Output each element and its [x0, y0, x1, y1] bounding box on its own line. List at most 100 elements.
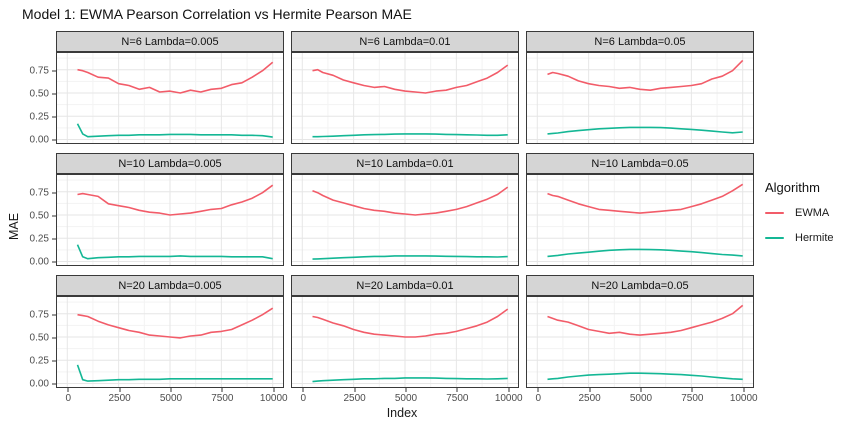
facet-panel: N=10 Lambda=0.005 0.75 0.50 0.25 0.00 — [30, 153, 284, 268]
facet-grid: N=6 Lambda=0.005 0.75 0.50 0.25 0.00 N=6 La… — [30, 31, 758, 404]
facet-panel: N=6 Lambda=0.05 — [526, 31, 754, 144]
x-tick-label: 7500 — [446, 393, 469, 404]
panel-area — [526, 52, 754, 144]
x-tick-label: 0 — [65, 393, 72, 404]
y-tick-mark — [52, 93, 56, 95]
y-tick-mark — [52, 383, 56, 385]
x-tick-mark — [67, 388, 69, 392]
facet-strip-label: N=6 Lambda=0.005 — [121, 35, 219, 48]
series-line-ewma — [547, 183, 744, 214]
x-tick-label: 5000 — [394, 393, 418, 404]
legend-item-label: Hermite — [795, 232, 834, 244]
series-line-hermite — [547, 372, 743, 381]
x-tick-mark — [456, 388, 458, 392]
facet-strip: N=10 Lambda=0.005 — [56, 153, 284, 174]
facet-panel: N=10 Lambda=0.01 — [291, 153, 519, 266]
x-tick-label: 0 — [535, 393, 542, 404]
x-axis-title: Index — [386, 406, 418, 420]
facet-strip: N=10 Lambda=0.05 — [526, 153, 754, 174]
chart-title: Model 1: EWMA Pearson Correlation vs Her… — [22, 6, 412, 22]
x-tick-mark — [640, 388, 642, 392]
x-tick-mark — [221, 388, 223, 392]
y-tick-mark — [52, 116, 56, 118]
series-line-ewma — [312, 186, 509, 216]
series-line-ewma — [77, 61, 274, 94]
facet-strip: N=20 Lambda=0.01 — [291, 275, 519, 296]
x-tick-label: 0 — [300, 393, 307, 404]
panel-area — [526, 174, 754, 266]
x-tick-mark — [691, 388, 693, 392]
facet-strip: N=20 Lambda=0.005 — [56, 275, 284, 296]
y-tick-label: 0.00 — [29, 256, 49, 268]
facet-strip-label: N=6 Lambda=0.01 — [359, 35, 451, 48]
x-tick-label: 2500 — [343, 393, 366, 404]
x-tick-mark — [273, 388, 275, 392]
facet-strip-label: N=20 Lambda=0.01 — [356, 279, 454, 292]
x-tick-mark — [405, 388, 407, 392]
x-tick-mark — [537, 388, 539, 392]
panel-area: 0.75 0.50 0.25 0.00 — [30, 52, 284, 146]
facet-panel: N=20 Lambda=0.05 0 2500 5000 7500 10000 — [526, 275, 758, 404]
legend-item-ewma: EWMA — [765, 207, 834, 219]
x-tick-mark — [743, 388, 745, 392]
facet-strip-label: N=10 Lambda=0.05 — [591, 157, 689, 170]
x-tick-mark — [508, 388, 510, 392]
series-line-ewma — [312, 308, 509, 338]
series-line-hermite — [312, 377, 508, 383]
y-tick-label: 0.50 — [29, 210, 49, 222]
panel-area: 0.75 0.50 0.25 0.00 — [30, 174, 284, 268]
y-tick-label: 0.50 — [29, 88, 49, 100]
series-line-hermite — [547, 126, 743, 135]
y-tick-mark — [52, 337, 56, 339]
x-tick-mark — [589, 388, 591, 392]
facet-strip: N=20 Lambda=0.05 — [526, 275, 754, 296]
facet-panel: N=10 Lambda=0.05 — [526, 153, 754, 266]
series-line-ewma — [547, 304, 744, 336]
facet-strip-label: N=10 Lambda=0.01 — [356, 157, 454, 170]
y-tick-label: 0.00 — [29, 378, 49, 390]
y-tick-mark — [52, 261, 56, 263]
series-line-hermite — [76, 244, 273, 260]
y-axis-title: MAE — [7, 212, 21, 240]
x-tick-label: 7500 — [681, 393, 704, 404]
legend-title: Algorithm — [765, 180, 820, 195]
x-tick-mark — [354, 388, 356, 392]
panel-area — [291, 52, 519, 144]
x-tick-mark — [302, 388, 304, 392]
facet-strip: N=10 Lambda=0.01 — [291, 153, 519, 174]
x-tick-label: 5000 — [159, 393, 183, 404]
x-tick-label: 2500 — [108, 393, 131, 404]
series-line-hermite — [76, 364, 273, 382]
series-line-ewma — [77, 184, 274, 216]
x-tick-mark — [170, 388, 172, 392]
y-tick-label: 0.25 — [29, 355, 49, 367]
panel-plot — [527, 175, 753, 265]
panel-plot — [57, 53, 283, 143]
y-tick-label: 0.75 — [29, 187, 49, 199]
y-tick-mark — [52, 215, 56, 217]
facet-strip-label: N=20 Lambda=0.05 — [591, 279, 689, 292]
y-tick-mark — [52, 192, 56, 194]
y-tick-label: 0.75 — [29, 309, 49, 321]
panel-area: 0 2500 5000 7500 10000 — [526, 296, 758, 404]
y-tick-label: 0.25 — [29, 233, 49, 245]
series-line-hermite — [76, 123, 273, 138]
series-line-ewma — [547, 59, 744, 92]
series-line-hermite — [312, 133, 508, 138]
legend-item-label: EWMA — [795, 207, 830, 219]
legend: Algorithm EWMA Hermite — [765, 180, 834, 257]
x-tick-label: 10000 — [494, 393, 523, 404]
series-line-ewma — [77, 307, 274, 339]
facet-panel: N=6 Lambda=0.005 0.75 0.50 0.25 0.00 — [30, 31, 284, 146]
x-tick-label: 7500 — [211, 393, 234, 404]
facet-strip: N=6 Lambda=0.005 — [56, 31, 284, 52]
y-tick-label: 0.25 — [29, 111, 49, 123]
series-line-hermite — [547, 248, 743, 258]
x-tick-label: 2500 — [578, 393, 601, 404]
y-tick-mark — [52, 70, 56, 72]
y-tick-label: 0.75 — [29, 65, 49, 77]
panel-area: 0.75 0.50 0.25 0.00 0 2500 5000 7500 10000 — [30, 296, 288, 404]
y-tick-mark — [52, 238, 56, 240]
facet-panel: N=20 Lambda=0.01 0 2500 5000 7500 10000 — [291, 275, 523, 404]
panel-plot — [527, 297, 753, 387]
